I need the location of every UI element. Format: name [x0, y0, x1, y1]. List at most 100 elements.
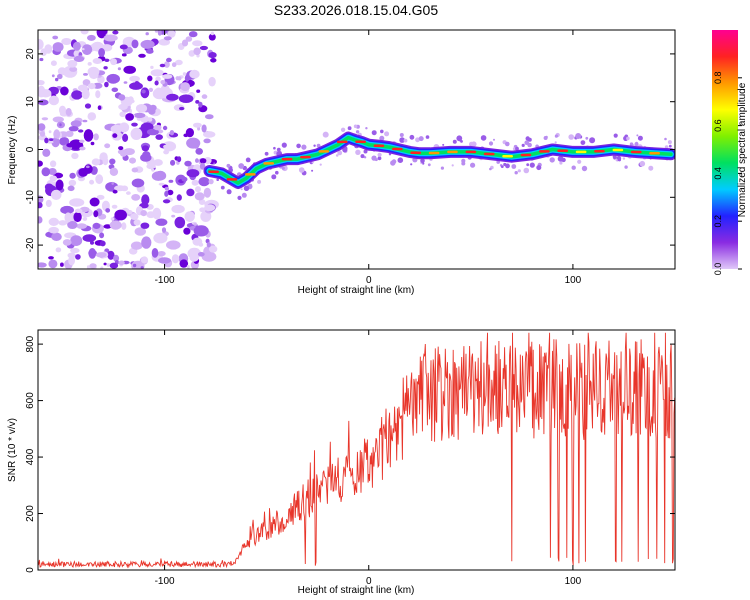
noise-blob: [111, 181, 114, 185]
ridge-halo-dot: [388, 153, 392, 156]
ridge-halo-dot: [503, 162, 507, 167]
noise-blob: [133, 219, 141, 226]
noise-blob: [49, 175, 58, 182]
noise-blob: [48, 130, 52, 134]
noise-blob: [145, 32, 149, 36]
noise-blob: [78, 168, 89, 177]
ridge-halo-dot: [668, 144, 672, 148]
noise-blob: [130, 213, 139, 221]
noise-blob: [167, 189, 174, 196]
noise-blob: [188, 31, 198, 38]
ridge-halo-dot: [451, 164, 454, 167]
noise-blob: [53, 138, 58, 144]
noise-blob: [152, 207, 162, 220]
noise-blob: [118, 103, 128, 110]
noise-blob: [201, 251, 217, 262]
noise-blob: [197, 252, 205, 257]
noise-blob: [203, 131, 216, 138]
noise-blob: [52, 116, 64, 123]
noise-blob: [118, 260, 125, 266]
noise-blob: [155, 218, 168, 226]
ridge-halo-dot: [527, 142, 532, 148]
noise-blob: [204, 157, 212, 165]
noise-blob: [131, 194, 141, 201]
noise-blob: [93, 210, 99, 218]
noise-blob: [118, 94, 126, 101]
noise-blob: [61, 38, 72, 45]
noise-blob: [157, 251, 166, 257]
ridge-halo-dot: [340, 127, 346, 132]
noise-blob: [92, 222, 101, 229]
y-tick-label: -10: [25, 190, 36, 205]
noise-blob: [140, 256, 149, 264]
noise-blob: [64, 212, 72, 223]
noise-blob: [40, 89, 52, 98]
noise-blob: [99, 240, 106, 247]
noise-blob: [67, 252, 76, 259]
noise-blob: [138, 53, 146, 58]
ridge-halo-dot: [489, 167, 492, 171]
noise-blob: [38, 39, 44, 50]
y-tick-label: 20: [25, 48, 36, 60]
ridge-halo-dot: [245, 157, 251, 163]
noise-blob: [179, 259, 189, 268]
noise-blob: [208, 52, 217, 59]
noise-blob: [185, 36, 193, 42]
ridge-halo-dot: [271, 174, 277, 180]
noise-blob: [68, 126, 79, 132]
noise-blob: [82, 119, 88, 123]
noise-blob: [113, 254, 120, 262]
noise-blob: [86, 265, 90, 269]
y-tick-label: 800: [25, 335, 36, 352]
ridge-halo-dot: [500, 165, 504, 169]
ridge-halo-dot: [561, 157, 566, 163]
noise-blob: [196, 89, 201, 93]
noise-blob: [182, 72, 187, 76]
colorbar-tick-label: 0.8: [713, 72, 723, 85]
ridge-halo-dot: [480, 135, 487, 141]
noise-blob: [59, 123, 62, 127]
noise-blob: [53, 129, 61, 140]
noise-blob: [99, 232, 105, 239]
ridge-halo-dot: [319, 163, 322, 166]
noise-blob: [186, 188, 195, 197]
noise-blob: [206, 242, 211, 248]
noise-blob: [158, 38, 170, 46]
noise-blob: [55, 179, 64, 191]
noise-blob: [48, 259, 58, 269]
noise-blob: [83, 73, 88, 76]
noise-blob: [153, 159, 163, 166]
noise-blob: [87, 34, 96, 41]
ridge-halo-dot: [241, 192, 247, 198]
ridge-halo-dot: [377, 156, 382, 161]
noise-blob: [208, 33, 216, 41]
noise-blob: [121, 222, 127, 230]
noise-blob: [48, 95, 60, 106]
noise-blob: [111, 204, 118, 209]
noise-blob: [199, 158, 207, 164]
ridge-halo-dot: [355, 130, 360, 134]
noise-blob: [203, 138, 211, 144]
noise-blob: [148, 107, 156, 115]
noise-blob: [157, 30, 162, 36]
noise-blob: [150, 65, 154, 69]
snr-ylabel: SNR (10 * v/v): [7, 418, 18, 482]
noise-blob: [169, 130, 175, 136]
ridge-halo-dot: [580, 140, 586, 146]
noise-blob: [90, 240, 94, 245]
noise-blob: [38, 80, 45, 86]
noise-blob: [38, 202, 43, 209]
noise-blob: [103, 34, 118, 42]
ridge-halo-dot: [629, 142, 634, 146]
noise-blob: [141, 236, 152, 249]
x-tick-label: 100: [565, 576, 582, 587]
noise-blob: [95, 252, 107, 258]
colorbar-label: Normalized spectral amplitude: [737, 82, 748, 217]
noise-blob: [160, 80, 166, 85]
noise-blob: [186, 137, 201, 149]
noise-blob: [186, 169, 200, 178]
noise-blob: [133, 112, 146, 119]
ridge-halo-dot: [243, 185, 250, 191]
snr-marks: [38, 332, 675, 569]
